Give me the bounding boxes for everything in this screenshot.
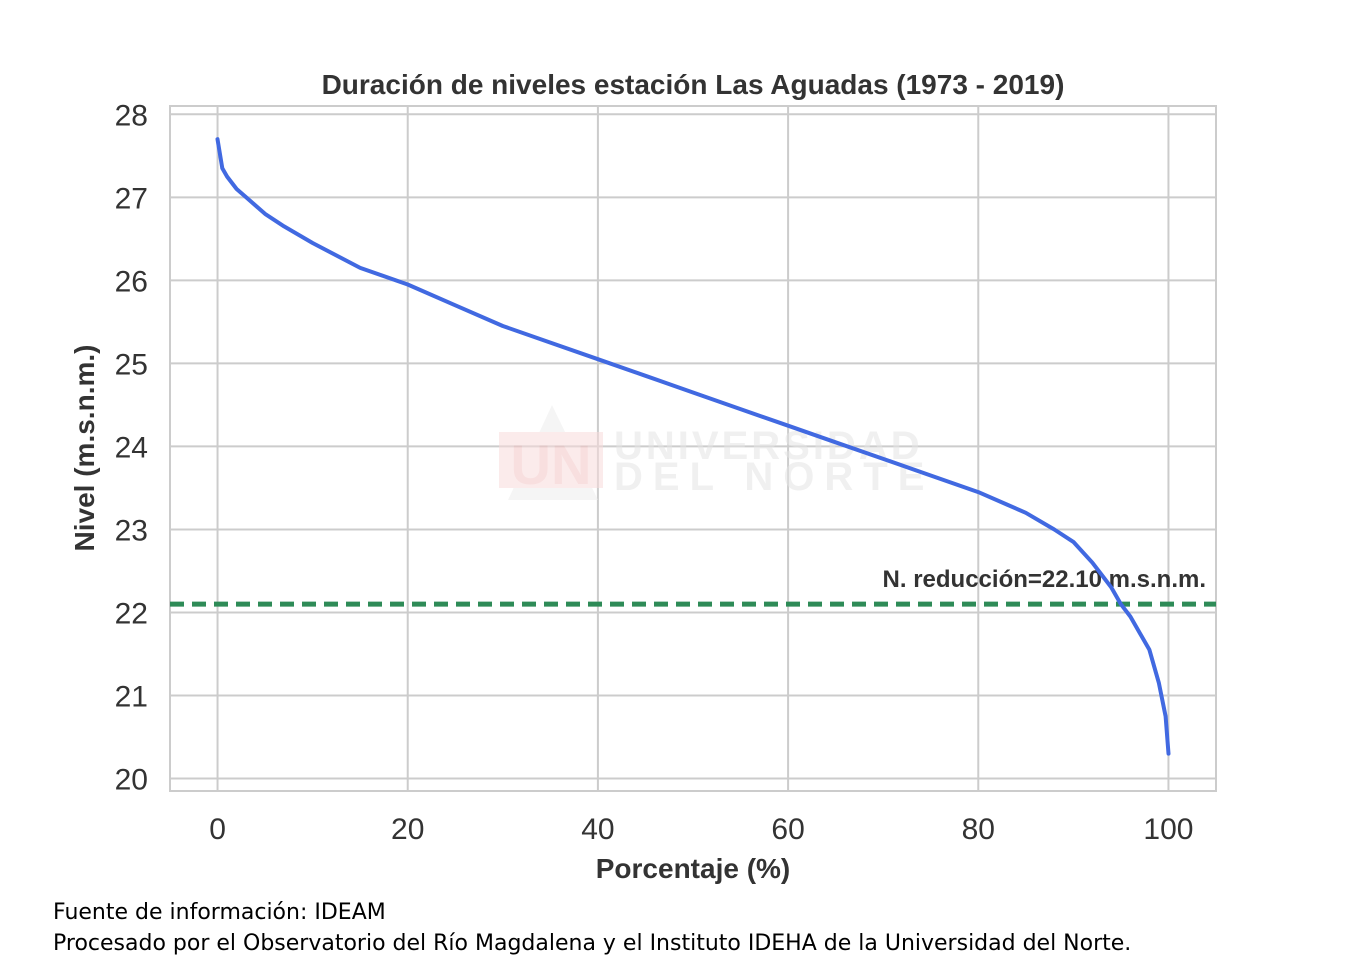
y-tick-label: 20 (115, 764, 148, 797)
y-axis-label: Nivel (m.s.n.m.) (69, 345, 100, 552)
level-duration-chart: UN UNIVERSIDAD DEL NORTE N. reducción=22… (69, 69, 1217, 884)
x-axis-label: Porcentaje (%) (596, 853, 791, 884)
watermark: UN UNIVERSIDAD DEL NORTE (499, 405, 934, 500)
x-tick-label: 60 (771, 813, 804, 846)
caption-source: Fuente de información: IDEAM (53, 900, 386, 925)
x-tick-label: 100 (1143, 813, 1193, 846)
grid-lines (170, 106, 1216, 791)
watermark-logo: UN (511, 433, 592, 496)
x-tick-label: 20 (391, 813, 424, 846)
watermark-line2: DEL NORTE (614, 455, 934, 499)
watermark-line1: UNIVERSIDAD (614, 424, 923, 468)
caption-processed: Procesado por el Observatorio del Río Ma… (53, 931, 1132, 956)
series-line (215, 137, 1171, 756)
y-tick-label: 26 (115, 265, 148, 298)
reference-line-label: N. reducción=22.10 m.s.n.m. (883, 566, 1206, 593)
plot-area (169, 105, 1217, 792)
y-tick-label: 25 (115, 348, 148, 381)
y-tick-labels: 20 21 22 23 24 25 26 27 28 (115, 99, 148, 796)
x-tick-label: 40 (581, 813, 614, 846)
chart-title: Duración de niveles estación Las Aguadas… (322, 69, 1065, 100)
x-tick-labels: 0 20 40 60 80 100 (209, 813, 1193, 846)
y-tick-label: 27 (115, 182, 148, 215)
x-tick-label: 80 (962, 813, 995, 846)
y-tick-label: 28 (115, 99, 148, 132)
y-tick-label: 23 (115, 514, 148, 547)
logo-peak-icon (499, 405, 603, 500)
y-tick-label: 24 (115, 431, 148, 464)
x-tick-label: 0 (209, 813, 226, 846)
y-tick-label: 22 (115, 597, 148, 630)
y-tick-label: 21 (115, 681, 148, 714)
